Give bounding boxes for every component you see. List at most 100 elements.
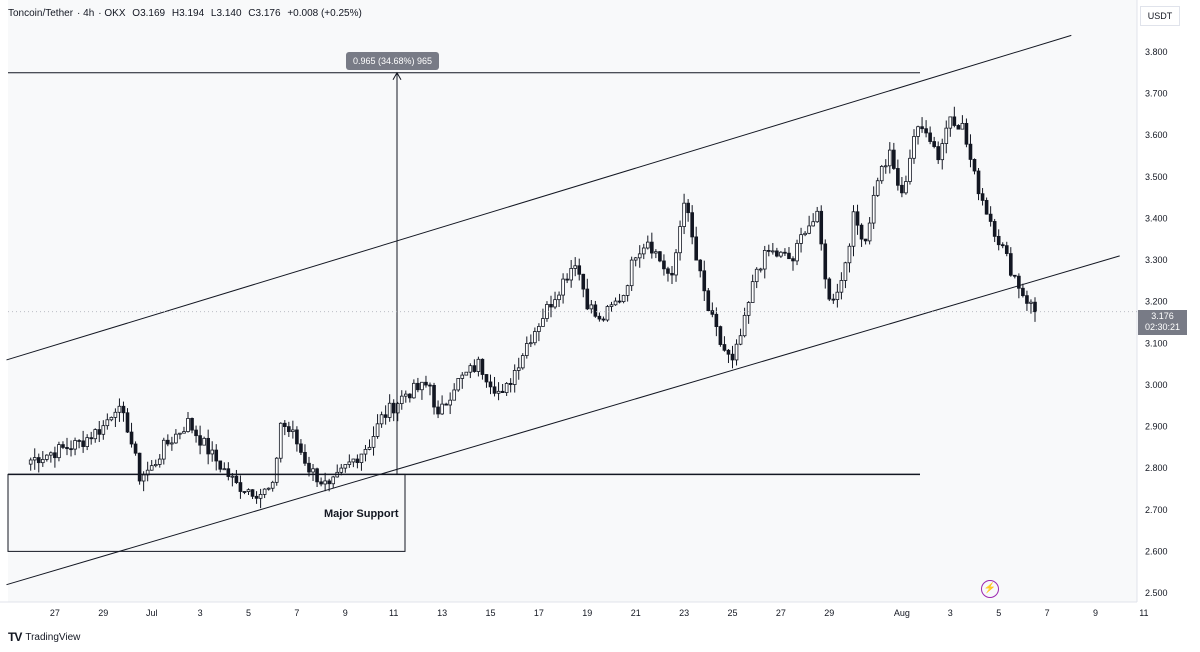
- candle-down: [662, 260, 666, 270]
- time-tick-label: 19: [582, 608, 592, 618]
- candle-down: [436, 406, 440, 415]
- time-tick-label: 27: [50, 608, 60, 618]
- candle-down: [650, 241, 654, 254]
- candle-up: [803, 232, 807, 236]
- candle-down: [952, 116, 957, 126]
- candle-down: [133, 443, 138, 454]
- candle-up: [904, 181, 908, 194]
- candle-down: [617, 300, 622, 303]
- candle-down: [726, 349, 731, 355]
- candle-up: [908, 157, 912, 182]
- candle-down: [730, 353, 735, 361]
- candle-down: [282, 422, 287, 427]
- candle-down: [972, 159, 977, 172]
- time-tick-label: 25: [727, 608, 737, 618]
- exchange: OKX: [104, 8, 126, 19]
- candle-down: [855, 211, 860, 226]
- time-tick-label: 3: [948, 608, 953, 618]
- candle-up: [520, 355, 525, 369]
- candle-up: [847, 245, 852, 264]
- time-tick-label: 29: [98, 608, 108, 618]
- candle-down: [928, 132, 932, 142]
- candle-up: [815, 210, 820, 223]
- candle-up: [871, 194, 876, 224]
- candle-down: [69, 448, 73, 451]
- measure-label: 0.965 (34.68%) 965: [346, 52, 440, 70]
- candle-up: [496, 390, 501, 394]
- candle-down: [125, 412, 130, 433]
- candle-down: [432, 384, 436, 408]
- candle-up: [629, 259, 634, 287]
- candle-up: [779, 251, 783, 257]
- candle-up: [537, 326, 541, 332]
- candle-up: [524, 343, 529, 356]
- candle-up: [460, 374, 465, 379]
- candle-down: [53, 452, 57, 459]
- interval[interactable]: 4h: [83, 8, 95, 19]
- candle-up: [625, 285, 630, 296]
- bar-countdown: 02:30:21: [1144, 322, 1181, 332]
- candle-down: [408, 393, 412, 399]
- candle-down: [416, 382, 420, 391]
- candle-down: [484, 374, 489, 383]
- candle-down: [129, 431, 134, 445]
- candle-down: [593, 304, 598, 317]
- candle-up: [512, 370, 517, 385]
- candle-up: [174, 433, 178, 444]
- price-tick-label: 2.600: [1145, 546, 1168, 556]
- candle-down: [706, 290, 711, 312]
- time-axis[interactable]: 27 29 Jul 3 5 7 9 11 13 15 17 19 21 23 25 27 29 Aug 3 5 7 9 11: [50, 608, 1149, 618]
- candle-up: [395, 403, 400, 414]
- candle-up: [440, 403, 444, 415]
- candles: [28, 106, 1037, 509]
- candle-down: [198, 435, 202, 446]
- candle-down: [690, 212, 694, 238]
- price-tick-label: 3.200: [1145, 297, 1168, 307]
- candle-up: [222, 468, 227, 471]
- candle-up: [210, 449, 215, 455]
- candle-up: [339, 467, 344, 473]
- candle-up: [867, 222, 872, 242]
- candle-down: [549, 303, 553, 308]
- price-tick-label: 3.000: [1145, 380, 1168, 390]
- time-tick-label: 13: [437, 608, 447, 618]
- candle-up: [754, 268, 759, 283]
- candle-up: [553, 299, 557, 308]
- candle-down: [1000, 244, 1005, 247]
- brand-name: TradingView: [25, 631, 81, 643]
- candle-down: [234, 475, 239, 483]
- candle-down: [783, 251, 787, 254]
- price-tick-label: 2.500: [1145, 588, 1168, 598]
- candle-up: [149, 465, 154, 471]
- candle-down: [980, 193, 985, 201]
- symbol-name[interactable]: Toncoin/Tether: [8, 8, 74, 19]
- candle-up: [182, 431, 186, 434]
- time-tick-label: 15: [485, 608, 495, 618]
- candle-down: [1004, 245, 1009, 254]
- lightning-icon[interactable]: ⚡: [981, 580, 999, 598]
- candle-up: [529, 342, 533, 345]
- candle-down: [686, 202, 690, 214]
- candle-up: [274, 457, 279, 483]
- candle-up: [533, 331, 537, 344]
- price-tick-label: 3.400: [1145, 213, 1168, 223]
- tradingview-logo[interactable]: TV TradingView: [8, 630, 80, 644]
- candle-up: [49, 452, 53, 456]
- candle-down: [444, 403, 448, 406]
- candle-up: [875, 180, 880, 196]
- plot-area[interactable]: [8, 0, 1137, 602]
- candle-up: [851, 211, 856, 247]
- time-tick-label: 23: [679, 608, 689, 618]
- candle-up: [912, 136, 916, 159]
- candle-down: [585, 288, 590, 310]
- currency-button[interactable]: USDT: [1140, 6, 1180, 26]
- candle-down: [964, 122, 969, 145]
- candle-up: [750, 281, 755, 303]
- price-axis[interactable]: 3.800 3.700 3.600 3.500 3.400 3.300 3.200 3.100…: [1145, 47, 1168, 598]
- candle-up: [230, 475, 235, 478]
- ohlc-close: C3.176: [248, 8, 281, 19]
- candle-down: [488, 381, 493, 388]
- candle-up: [674, 252, 678, 276]
- ohlc-open: O3.169: [132, 8, 166, 19]
